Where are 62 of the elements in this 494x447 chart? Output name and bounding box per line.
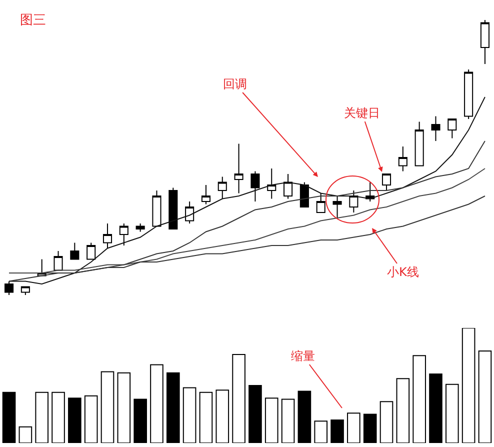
candlestick — [332, 196, 342, 218]
candlestick — [398, 146, 408, 172]
candlestick — [86, 242, 96, 260]
annotation: 小K线 — [387, 265, 419, 279]
candlestick — [284, 174, 293, 200]
candlestick — [54, 250, 63, 271]
bar — [100, 371, 114, 443]
candlestick — [218, 176, 227, 200]
bar — [84, 395, 98, 443]
bar — [166, 372, 180, 443]
candlestick — [70, 242, 80, 260]
bar — [363, 414, 377, 443]
bar — [199, 392, 213, 443]
bar — [264, 398, 278, 443]
bar — [232, 354, 246, 443]
bar — [150, 364, 164, 443]
candlestick — [267, 168, 276, 200]
candlestick — [119, 223, 128, 246]
bar — [248, 385, 262, 443]
bar — [446, 384, 459, 443]
bar — [429, 374, 442, 443]
candlestick — [316, 192, 326, 213]
bar — [35, 392, 48, 443]
candlestick — [201, 184, 210, 205]
bar — [462, 328, 476, 443]
candlestick — [102, 223, 112, 249]
candlestick — [185, 201, 194, 224]
candlestick — [168, 187, 178, 230]
candlestick — [448, 118, 457, 139]
bar — [18, 426, 32, 443]
candlestick — [234, 143, 244, 194]
bar — [281, 398, 295, 443]
bar — [134, 398, 147, 443]
candlestick — [20, 286, 30, 295]
bar — [182, 387, 196, 443]
bar — [2, 392, 16, 443]
annotation: 回调 — [223, 77, 247, 91]
annotation: 关键日 — [344, 106, 380, 120]
candlestick — [349, 190, 358, 213]
bar — [330, 420, 344, 443]
bar — [412, 355, 426, 443]
candlestick — [4, 280, 14, 295]
candlestick — [414, 121, 424, 166]
bar — [216, 390, 230, 443]
bar — [396, 378, 410, 443]
candlestick — [431, 116, 440, 142]
candlestick — [300, 182, 309, 208]
candlestick — [480, 20, 490, 64]
bar — [298, 390, 312, 443]
annotation: 缩量 — [291, 349, 315, 363]
bar — [380, 401, 394, 443]
bar — [347, 412, 360, 443]
bar — [68, 398, 82, 443]
candlestick — [152, 190, 162, 227]
candlestick — [250, 170, 260, 202]
bar — [52, 392, 65, 443]
candlestick — [464, 69, 474, 120]
bar — [314, 420, 328, 443]
chart-title: 图三 — [20, 13, 46, 28]
candlestick — [136, 223, 145, 232]
bar — [117, 372, 131, 443]
candlestick — [382, 174, 392, 191]
